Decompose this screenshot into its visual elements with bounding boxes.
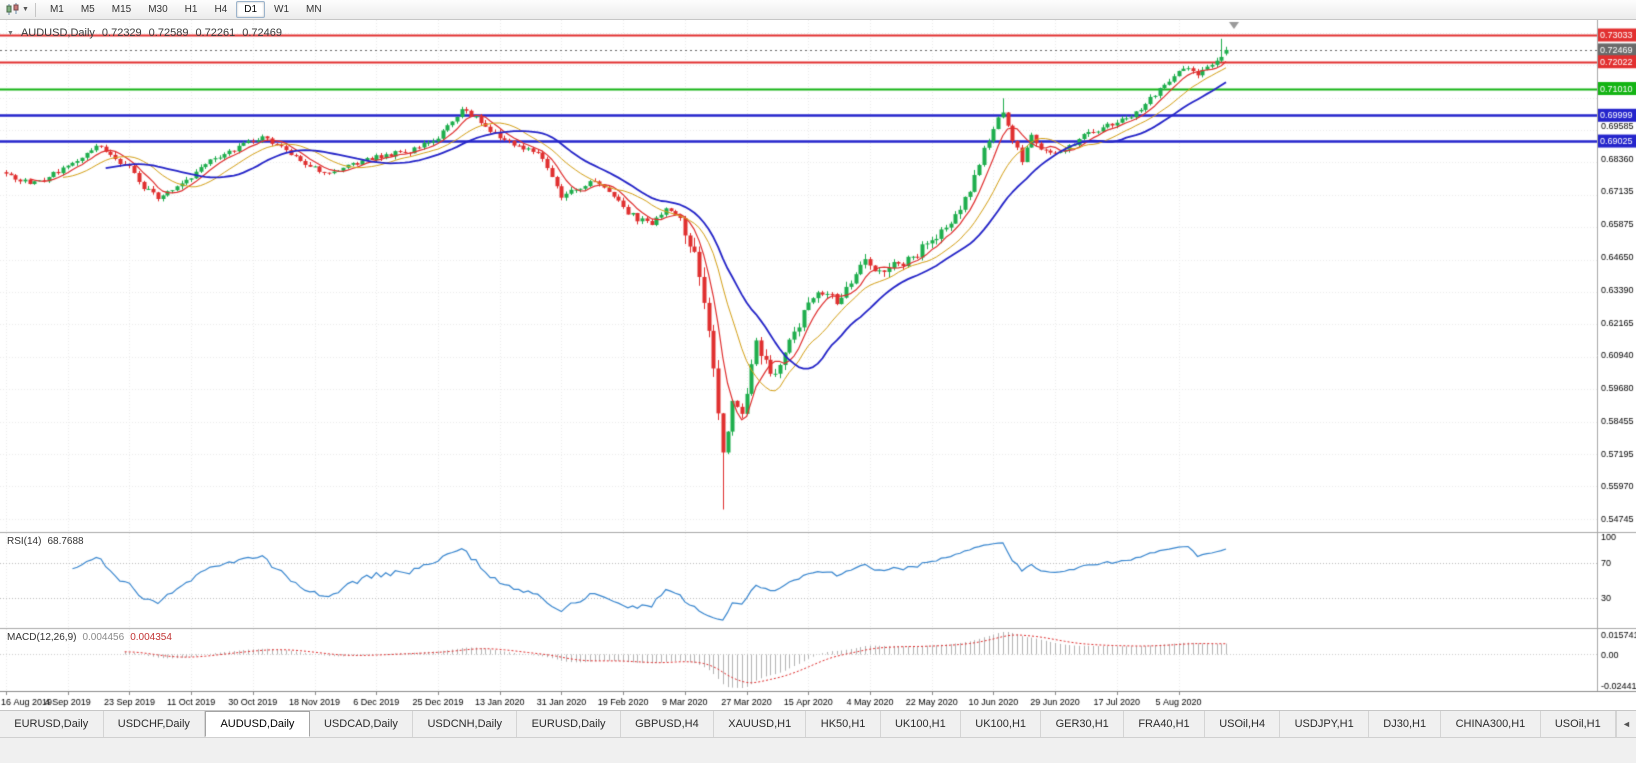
chart-tab-uk100-h1[interactable]: UK100,H1 (881, 711, 961, 737)
chart-tab-usoil-h1[interactable]: USOil,H1 (1541, 711, 1616, 737)
timeframe-button-w1[interactable]: W1 (274, 4, 290, 15)
chart-tab-xauusd-h1[interactable]: XAUUSD,H1 (714, 711, 807, 737)
chart-type-icon[interactable] (4, 3, 22, 16)
timeframe-button-h4[interactable]: H4 (214, 4, 228, 15)
timeframe-button-h1[interactable]: H1 (184, 4, 198, 15)
chart-type-dropdown-icon[interactable]: ▼ (22, 6, 29, 13)
chart-tab-usdjpy-h1[interactable]: USDJPY,H1 (1280, 711, 1369, 737)
toolbar: ▼ M1 M5 M15 M30 H1 H4 D1 W1 MN (0, 0, 1636, 20)
chart-tab-gbpusd-h4[interactable]: GBPUSD,H4 (621, 711, 714, 737)
tab-scroll-left-icon[interactable]: ◄ (1615, 711, 1636, 737)
timeframe-button-mn[interactable]: MN (306, 4, 322, 15)
chart-tab-usdcad-daily[interactable]: USDCAD,Daily (310, 711, 414, 737)
chart-tab-usoil-h4[interactable]: USOil,H4 (1205, 711, 1281, 737)
timeframe-button-m1[interactable]: M1 (49, 4, 64, 15)
chart-tab-fra40-h1[interactable]: FRA40,H1 (1124, 711, 1205, 737)
candlestick-icon (6, 3, 19, 15)
chart-tab-uk100-h1[interactable]: UK100,H1 (961, 711, 1042, 737)
chart-tab-audusd-daily[interactable]: AUDUSD,Daily (205, 711, 310, 737)
timeframe-button-m5[interactable]: M5 (80, 4, 95, 15)
timeframe-button-d1[interactable]: D1 (236, 1, 266, 18)
timeframe-buttons: M1 M5 M15 M30 H1 H4 D1 W1 MN (42, 1, 330, 18)
timeframe-button-m15[interactable]: M15 (111, 4, 132, 15)
chart-tab-eurusd-daily[interactable]: EURUSD,Daily (517, 711, 621, 737)
chart-tab-eurusd-daily[interactable]: EURUSD,Daily (0, 711, 104, 737)
chart-tab-usdcnh-daily[interactable]: USDCNH,Daily (413, 711, 518, 737)
price-chart-canvas[interactable] (0, 20, 1636, 710)
chart-tab-dj30-h1[interactable]: DJ30,H1 (1369, 711, 1442, 737)
chart-tabs-bar: EURUSD,Daily USDCHF,Daily AUDUSD,Daily USDC… (0, 710, 1636, 737)
chart-area: ▼ AUDUSD,Daily 0.72329 0.72589 0.72261 0… (0, 20, 1636, 710)
chart-tab-china300-h1[interactable]: CHINA300,H1 (1441, 711, 1541, 737)
chart-tab-usdchf-daily[interactable]: USDCHF,Daily (104, 711, 206, 737)
toolbar-separator (34, 2, 36, 17)
status-bar (0, 737, 1636, 763)
chart-tab-hk50-h1[interactable]: HK50,H1 (806, 711, 881, 737)
timeframe-button-m30[interactable]: M30 (148, 4, 168, 15)
chart-tab-ger30-h1[interactable]: GER30,H1 (1041, 711, 1125, 737)
